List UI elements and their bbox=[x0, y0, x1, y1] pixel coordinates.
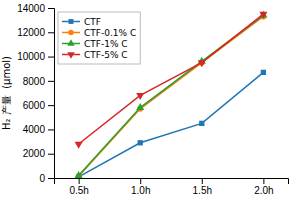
y-axis-line bbox=[48, 9, 55, 179]
line bbox=[79, 14, 264, 144]
legend-label: CTF bbox=[84, 17, 101, 27]
legend-label: CTF-1% C bbox=[84, 39, 128, 49]
y-tick-label: 10000 bbox=[17, 51, 45, 62]
legend-symbol bbox=[67, 52, 74, 58]
line bbox=[79, 15, 264, 175]
y-tick-mark bbox=[48, 129, 54, 130]
x-axis-line bbox=[55, 179, 289, 185]
y-axis-title: H₂ 产量 (μmol) bbox=[1, 56, 12, 130]
legend-box bbox=[58, 12, 140, 64]
y-tick: 10000 bbox=[17, 51, 54, 62]
x-axis: 0.5h 1.0h 1.5h 2.0h bbox=[55, 178, 289, 196]
y-tick: 12000 bbox=[17, 27, 54, 38]
y-tick: 14000 bbox=[17, 3, 54, 14]
x-tick-mark bbox=[140, 178, 141, 184]
legend-symbol bbox=[67, 39, 74, 45]
point bbox=[261, 70, 266, 75]
legend-label: CTF-5% C bbox=[84, 50, 128, 60]
y-tick-label: 8000 bbox=[23, 76, 46, 87]
y-tick-mark bbox=[48, 32, 54, 33]
y-tick-mark bbox=[48, 81, 54, 82]
x-tick-mark bbox=[202, 178, 203, 184]
y-tick-mark bbox=[48, 178, 54, 179]
point bbox=[138, 140, 143, 145]
line bbox=[79, 72, 264, 176]
point bbox=[136, 103, 144, 110]
x-tick: 0.5h bbox=[69, 178, 88, 196]
point bbox=[136, 93, 144, 100]
chart: 0.5h 1.0h 1.5h 2.0h 0 2000 4000 6000 8000 10000 12… bbox=[0, 0, 300, 200]
series bbox=[75, 11, 268, 178]
legend-item: CTF-1% C bbox=[62, 39, 128, 49]
y-tick: 2000 bbox=[23, 148, 54, 159]
x-tick-mark bbox=[263, 178, 264, 184]
legend-item: CTF-0.1% C bbox=[62, 28, 136, 38]
y-tick: 8000 bbox=[23, 76, 54, 87]
y-tick-label: 6000 bbox=[23, 100, 46, 111]
point bbox=[75, 142, 83, 149]
series bbox=[76, 14, 267, 178]
legend-item: CTF-5% C bbox=[62, 50, 128, 60]
point bbox=[259, 12, 267, 19]
y-tick-label: 0 bbox=[39, 173, 45, 184]
point bbox=[75, 171, 83, 178]
x-tick: 1.5h bbox=[193, 178, 212, 196]
x-tick-label: 1.5h bbox=[193, 185, 212, 196]
x-tick-mark bbox=[79, 178, 80, 184]
y-tick-label: 12000 bbox=[17, 27, 45, 38]
legend-label: CTF-0.1% C bbox=[84, 28, 136, 38]
legend: CTFCTF-0.1% CCTF-1% CCTF-5% C bbox=[58, 12, 140, 64]
x-tick-label: 0.5h bbox=[69, 185, 88, 196]
y-axis: 0 2000 4000 6000 8000 10000 12000 14000 bbox=[17, 3, 54, 184]
series bbox=[75, 12, 268, 149]
y-tick-mark bbox=[48, 57, 54, 58]
y-tick-mark bbox=[48, 8, 54, 9]
y-tick-label: 4000 bbox=[23, 124, 46, 135]
x-tick: 1.0h bbox=[131, 178, 150, 196]
y-tick-mark bbox=[48, 105, 54, 106]
x-tick-label: 1.0h bbox=[131, 185, 150, 196]
point bbox=[199, 121, 204, 126]
y-tick-mark bbox=[48, 154, 54, 155]
legend-symbol bbox=[69, 19, 74, 24]
x-tick-label: 2.0h bbox=[254, 185, 273, 196]
y-tick-label: 2000 bbox=[23, 148, 46, 159]
y-tick-label: 14000 bbox=[17, 3, 45, 14]
x-tick: 2.0h bbox=[254, 178, 273, 196]
plot: 0.5h 1.0h 1.5h 2.0h 0 2000 4000 6000 8000 10000 12… bbox=[1, 3, 289, 196]
legend-symbol bbox=[68, 30, 74, 36]
legend-item: CTF bbox=[62, 17, 101, 27]
point bbox=[198, 60, 206, 67]
y-tick: 6000 bbox=[23, 100, 54, 111]
line bbox=[79, 17, 264, 177]
marks bbox=[75, 11, 268, 178]
y-tick: 4000 bbox=[23, 124, 54, 135]
y-tick: 0 bbox=[39, 173, 54, 184]
